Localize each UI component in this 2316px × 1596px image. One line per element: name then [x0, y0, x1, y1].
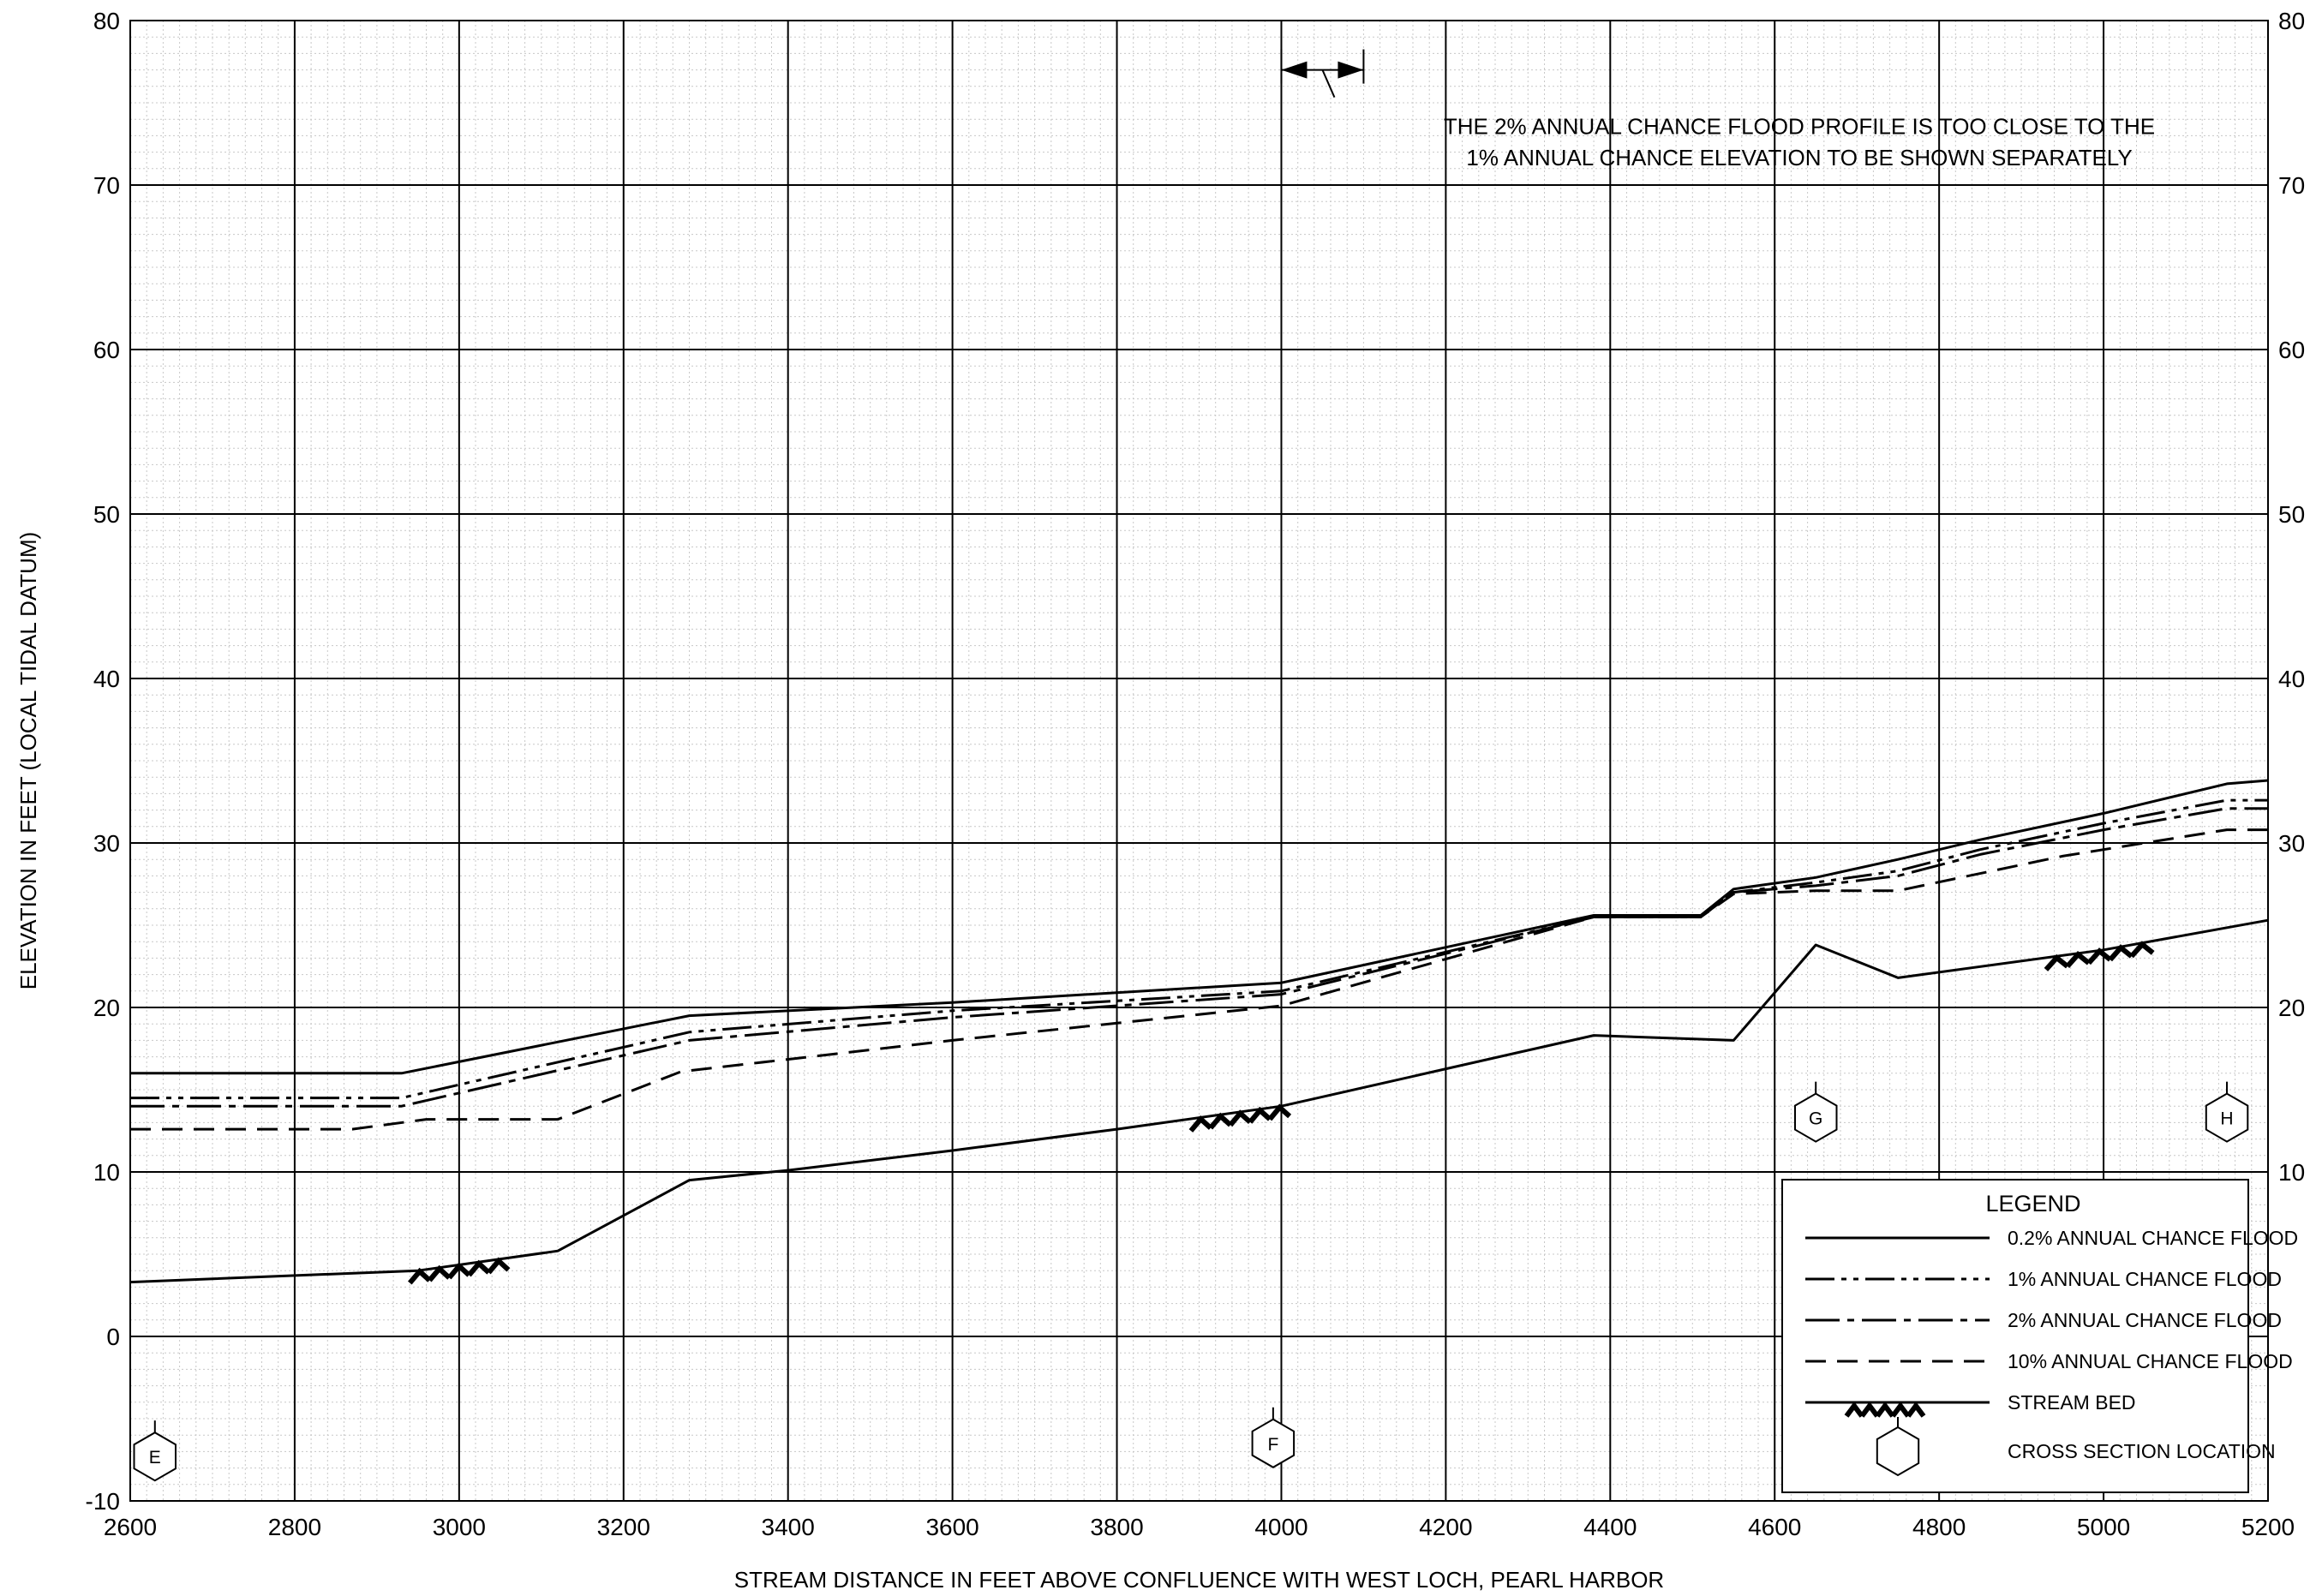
legend-label-5: CROSS SECTION LOCATION	[2008, 1440, 2276, 1462]
x-tick-label: 5200	[2241, 1514, 2295, 1540]
legend-box	[1781, 1179, 2249, 1493]
streambed-hatch-layer	[408, 941, 2155, 1285]
streambed-hatch	[408, 1257, 511, 1285]
y-axis-title: ELEVATION IN FEET (LOCAL TIDAL DATUM)	[15, 532, 41, 990]
y-right-tick-label: 40	[2278, 666, 2305, 692]
cross-section-hexagon	[1794, 1092, 1838, 1143]
y-axis-right-ticks: 10 20 30 40 50 60 70 80	[2278, 8, 2305, 1186]
y-tick-label: 70	[93, 172, 120, 199]
legend-title: LEGEND	[1985, 1191, 2080, 1216]
x-axis-ticks: 2600 2800 3000 3200 3400 3600 3800 4000 4200 4400…	[104, 1514, 2295, 1540]
y-tick-label: 10	[93, 1159, 120, 1186]
y-tick-label: 60	[93, 337, 120, 363]
annotation-arrowhead-right	[1338, 61, 1364, 79]
cross-section-hexagon	[133, 1432, 177, 1482]
legend-label-2: 2% ANNUAL CHANCE FLOOD	[2008, 1309, 2282, 1331]
y-axis-left-ticks: -10 0 10 20 30 40 50 60 70 80	[86, 8, 120, 1515]
x-tick-label: 4600	[1748, 1514, 1801, 1540]
x-tick-label: 3400	[762, 1514, 815, 1540]
streambed-hatch	[1844, 1402, 1926, 1418]
x-tick-label: 3000	[433, 1514, 486, 1540]
y-tick-label: 80	[93, 8, 120, 34]
streambed-hatch	[2044, 941, 2155, 971]
y-tick-label: 40	[93, 666, 120, 692]
y-right-tick-label: 50	[2278, 501, 2305, 528]
cross-section-label: H	[2220, 1109, 2233, 1129]
x-tick-label: 3600	[925, 1514, 978, 1540]
cross-section-label: G	[1809, 1109, 1822, 1129]
streambed-hatch	[1188, 1103, 1292, 1133]
series-line-3	[130, 828, 2268, 1131]
annotation-line-2: 1% ANNUAL CHANCE ELEVATION TO BE SHOWN S…	[1466, 145, 2132, 170]
x-tick-label: 4200	[1419, 1514, 1472, 1540]
legend-label-0: 0.2% ANNUAL CHANCE FLOOD	[2008, 1227, 2298, 1249]
cross-section-label: F	[1267, 1435, 1278, 1455]
x-tick-label: 5000	[2077, 1514, 2130, 1540]
y-tick-label: -10	[86, 1488, 120, 1515]
y-right-tick-label: 80	[2278, 8, 2305, 34]
y-right-tick-label: 10	[2278, 1159, 2305, 1186]
series-line-2	[130, 807, 2268, 1108]
x-tick-label: 3200	[597, 1514, 650, 1540]
x-axis-title: STREAM DISTANCE IN FEET ABOVE CONFLUENCE…	[734, 1567, 1664, 1593]
x-tick-label: 2600	[104, 1514, 157, 1540]
x-tick-label: 4400	[1583, 1514, 1637, 1540]
cross-section-hexagon	[2205, 1092, 2249, 1143]
cross-section-hexagon	[1251, 1418, 1296, 1468]
annotation: THE 2% ANNUAL CHANCE FLOOD PROFILE IS TO…	[1280, 49, 2155, 170]
cross-section-layer: E F G H	[133, 1081, 2249, 1482]
y-right-tick-label: 60	[2278, 337, 2305, 363]
annotation-arrowhead-left	[1281, 61, 1308, 79]
legend-label-4: STREAM BED	[2008, 1391, 2136, 1414]
y-tick-label: 50	[93, 501, 120, 528]
legend-label-1: 1% ANNUAL CHANCE FLOOD	[2008, 1268, 2282, 1290]
x-tick-label: 4800	[1912, 1514, 1966, 1540]
x-tick-label: 4000	[1254, 1514, 1308, 1540]
x-tick-label: 2800	[268, 1514, 321, 1540]
plot-frame	[129, 20, 2269, 1502]
y-tick-label: 0	[106, 1324, 120, 1350]
y-tick-label: 30	[93, 830, 120, 857]
y-right-tick-label: 30	[2278, 830, 2305, 857]
cross-section-label: E	[149, 1448, 161, 1467]
legend-label-3: 10% ANNUAL CHANCE FLOOD	[2008, 1350, 2293, 1372]
legend-xs-hexagon	[1876, 1426, 1920, 1477]
legend: LEGEND 0.2% ANNUAL CHANCE FLOOD 1% ANNUAL…	[1781, 1179, 2298, 1493]
annotation-leader	[1321, 69, 1336, 99]
y-right-tick-label: 20	[2278, 995, 2305, 1021]
series-line-0	[130, 779, 2269, 1075]
annotation-line-1: THE 2% ANNUAL CHANCE FLOOD PROFILE IS TO…	[1444, 113, 2155, 139]
y-tick-label: 20	[93, 995, 120, 1021]
x-tick-label: 3800	[1090, 1514, 1143, 1540]
y-right-tick-label: 70	[2278, 172, 2305, 199]
